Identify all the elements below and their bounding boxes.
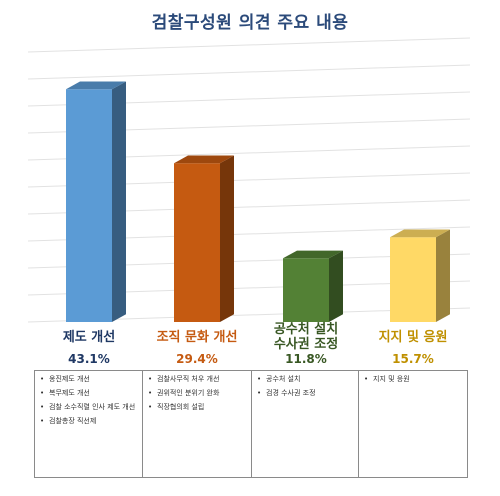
category-label: 지지 및 응원 (378, 330, 448, 345)
bar-front (174, 163, 220, 322)
note-item: 지지 및 응원 (363, 375, 463, 384)
bar-side (220, 155, 234, 322)
note-item: 검경 수사권 조정 (256, 389, 356, 398)
grid-line (27, 37, 471, 53)
bar-front (283, 258, 329, 322)
bar-top (174, 155, 234, 164)
bar (174, 155, 234, 322)
value-label: 43.1% (68, 352, 110, 366)
note-box: 공수처 설치검경 수사권 조정 (251, 370, 361, 478)
note-item: 복무제도 개선 (39, 389, 139, 398)
note-item: 직장협의회 설립 (147, 403, 247, 412)
note-item: 권위적인 분위기 완화 (147, 389, 247, 398)
grid-line (27, 64, 471, 80)
note-item: 옹진제도 개선 (39, 375, 139, 384)
note-box: 옹진제도 개선복무제도 개선검찰 소수직렬 인사 제도 개선검찰총장 직선제 (34, 370, 144, 478)
category-label: 조직 문화 개선 (156, 330, 238, 345)
category-label: 공수처 설치 수사권 조정 (273, 322, 339, 352)
category-label: 제도 개선 (62, 330, 116, 345)
note-item: 공수처 설치 (256, 375, 356, 384)
bar-side (112, 81, 126, 322)
value-label: 11.8% (285, 352, 327, 366)
note-item: 검찰 소수직렬 인사 제도 개선 (39, 403, 139, 412)
bar (283, 250, 343, 322)
bar-top (390, 229, 450, 238)
bar (66, 81, 126, 322)
bar-top (283, 250, 343, 259)
bar-side (436, 229, 450, 322)
value-label: 15.7% (392, 352, 434, 366)
note-item: 검찰사무직 처우 개선 (147, 375, 247, 384)
bar-side (329, 250, 343, 322)
bar-front (66, 89, 112, 322)
value-label: 29.4% (176, 352, 218, 366)
bar (390, 229, 450, 322)
chart-title: 검찰구성원 의견 주요 내용 (151, 13, 349, 33)
note-box: 지지 및 응원 (358, 370, 468, 478)
bar-front (390, 237, 436, 322)
bars (66, 81, 450, 322)
note-item: 검찰총장 직선제 (39, 417, 139, 426)
bar-top (66, 81, 126, 90)
note-box: 검찰사무직 처우 개선권위적인 분위기 완화직장협의회 설립 (142, 370, 252, 478)
